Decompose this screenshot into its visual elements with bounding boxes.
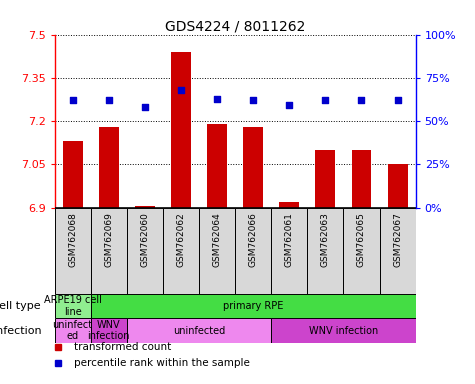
FancyBboxPatch shape [343, 208, 380, 294]
Text: WNV infection: WNV infection [309, 326, 378, 336]
Text: transformed count: transformed count [75, 342, 172, 352]
FancyBboxPatch shape [55, 208, 91, 294]
FancyBboxPatch shape [91, 294, 416, 318]
FancyBboxPatch shape [380, 208, 416, 294]
Text: GSM762064: GSM762064 [213, 212, 221, 266]
Bar [135, 206, 155, 208]
Point [394, 97, 401, 103]
FancyBboxPatch shape [163, 208, 199, 294]
Text: percentile rank within the sample: percentile rank within the sample [75, 358, 250, 367]
FancyBboxPatch shape [55, 294, 91, 318]
FancyBboxPatch shape [271, 318, 416, 343]
Point [358, 97, 365, 103]
Title: GDS4224 / 8011262: GDS4224 / 8011262 [165, 20, 305, 33]
Bar [207, 124, 227, 208]
FancyBboxPatch shape [307, 208, 343, 294]
Text: cell type: cell type [0, 301, 41, 311]
Text: GSM762063: GSM762063 [321, 212, 330, 267]
Point [69, 97, 76, 103]
Point [141, 104, 149, 110]
Text: uninfected: uninfected [173, 326, 225, 336]
Text: infection: infection [0, 326, 42, 336]
FancyBboxPatch shape [199, 208, 235, 294]
FancyBboxPatch shape [91, 318, 127, 343]
Text: GSM762068: GSM762068 [68, 212, 77, 267]
Text: GSM762062: GSM762062 [177, 212, 185, 266]
Text: GSM762060: GSM762060 [141, 212, 149, 267]
Point [213, 96, 221, 102]
Text: WNV
infection: WNV infection [87, 320, 130, 341]
Text: ARPE19 cell
line: ARPE19 cell line [44, 295, 102, 317]
FancyBboxPatch shape [271, 208, 307, 294]
Text: GSM762067: GSM762067 [393, 212, 402, 267]
Bar [315, 150, 335, 208]
FancyBboxPatch shape [127, 318, 271, 343]
Bar [63, 141, 83, 208]
FancyBboxPatch shape [55, 318, 91, 343]
FancyBboxPatch shape [127, 208, 163, 294]
Text: GSM762066: GSM762066 [249, 212, 257, 267]
Point [105, 97, 113, 103]
Bar [388, 164, 408, 208]
Bar [171, 52, 191, 208]
Text: GSM762061: GSM762061 [285, 212, 294, 267]
Text: uninfect
ed: uninfect ed [53, 320, 93, 341]
Bar [99, 127, 119, 208]
FancyBboxPatch shape [235, 208, 271, 294]
Point [177, 87, 185, 93]
Bar [352, 150, 371, 208]
Text: primary RPE: primary RPE [223, 301, 284, 311]
Point [285, 103, 293, 109]
Text: GSM762069: GSM762069 [104, 212, 113, 267]
Bar [279, 202, 299, 208]
Bar [243, 127, 263, 208]
Text: GSM762065: GSM762065 [357, 212, 366, 267]
Point [249, 97, 257, 103]
Point [322, 97, 329, 103]
FancyBboxPatch shape [91, 208, 127, 294]
